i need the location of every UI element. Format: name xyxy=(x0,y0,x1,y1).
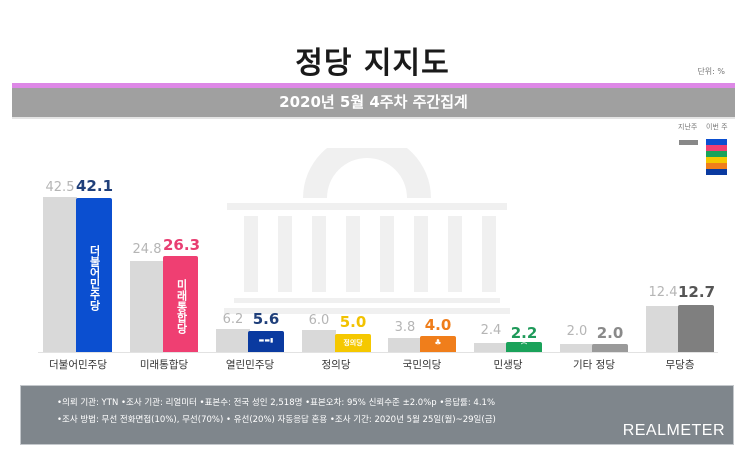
cur-bar: ⌒ xyxy=(506,342,542,352)
cur-bar: ♣ xyxy=(420,336,456,352)
prev-bar xyxy=(130,261,164,352)
survey-info-panel: •의뢰 기관: YTN •조사 기관: 리얼미터 •표본수: 전국 성인 2,5… xyxy=(20,385,734,445)
prev-value: 2.4 xyxy=(480,323,502,338)
prev-bar xyxy=(560,344,594,352)
legend-previous-label: 지난주 xyxy=(678,123,698,131)
party-logo-icon: ▬▬▮ xyxy=(258,337,274,344)
category-label: 민생당 xyxy=(493,359,523,371)
cur-bar: 더불어민주당 xyxy=(76,198,112,352)
party-logo-icon: ⌒ xyxy=(520,343,527,350)
prev-value: 6.0 xyxy=(308,313,330,328)
prev-value: 3.8 xyxy=(394,320,416,335)
prev-bar xyxy=(388,338,422,352)
prev-bar xyxy=(216,329,250,352)
legend-swatch-yellow xyxy=(706,157,727,163)
legend-current-swatches xyxy=(706,139,727,175)
chart-title: 정당 지지도 xyxy=(295,46,450,81)
prev-value: 12.4 xyxy=(648,285,678,300)
legend-previous-swatch xyxy=(679,140,698,145)
legend-swatch-green xyxy=(706,151,727,157)
party-logo: 미래통합당 xyxy=(175,278,188,334)
prev-value: 6.2 xyxy=(222,312,244,327)
category-label: 국민의당 xyxy=(402,359,442,371)
cur-bar xyxy=(678,305,714,352)
cur-value: 4.0 xyxy=(424,316,452,334)
prev-value: 24.8 xyxy=(132,242,162,257)
legend-swatch-pink xyxy=(706,145,727,151)
legend-swatch-blue xyxy=(706,139,727,145)
cur-value: 42.1 xyxy=(76,177,114,195)
legend-swatch-orange xyxy=(706,163,727,169)
cur-value: 5.6 xyxy=(252,310,280,328)
cur-value: 26.3 xyxy=(163,236,201,254)
chart-baseline xyxy=(38,352,718,353)
cur-value: 2.2 xyxy=(510,324,538,342)
party-logo: 정의당 xyxy=(343,339,363,347)
cur-bar xyxy=(592,344,628,352)
legend-swatch-navy xyxy=(706,169,727,175)
prev-bar xyxy=(646,306,680,352)
party-logo-icon: ♣ xyxy=(434,338,442,347)
realmeter-logo: REALMETER xyxy=(622,422,725,439)
survey-info-line-1: •의뢰 기관: YTN •조사 기관: 리얼미터 •표본수: 전국 성인 2,5… xyxy=(57,398,496,408)
category-label: 미래통합당 xyxy=(139,359,189,371)
cur-bar: 미래통합당 xyxy=(163,256,198,352)
prev-value: 2.0 xyxy=(566,324,588,339)
prev-value: 42.5 xyxy=(45,180,75,195)
unit-label: 단위: % xyxy=(697,67,725,76)
category-label: 무당층 xyxy=(665,359,695,371)
legend-current-label: 이번 주 xyxy=(706,123,728,131)
prev-bar xyxy=(43,197,77,352)
cur-value: 5.0 xyxy=(339,313,367,331)
cur-value: 2.0 xyxy=(596,324,624,342)
cur-bar: ▬▬▮ xyxy=(248,331,284,352)
category-label: 더불어민주당 xyxy=(49,359,107,371)
cur-bar: 정의당 xyxy=(335,334,371,352)
prev-bar xyxy=(302,330,336,352)
party-logo: 더불어민주당 xyxy=(88,245,101,311)
category-label: 기타 정당 xyxy=(573,359,615,371)
prev-bar xyxy=(474,343,508,352)
assembly-building-watermark-icon xyxy=(224,148,510,314)
category-label: 정의당 xyxy=(321,359,351,371)
accent-divider xyxy=(12,83,735,88)
survey-info-line-2: •조사 방법: 무선 전화면접(10%), 무선(70%) • 유선(20%) … xyxy=(57,415,496,425)
subtitle-banner: 2020년 5월 4주차 주간집계 xyxy=(12,88,735,119)
cur-value: 12.7 xyxy=(678,283,716,301)
category-label: 열린민주당 xyxy=(225,359,275,371)
